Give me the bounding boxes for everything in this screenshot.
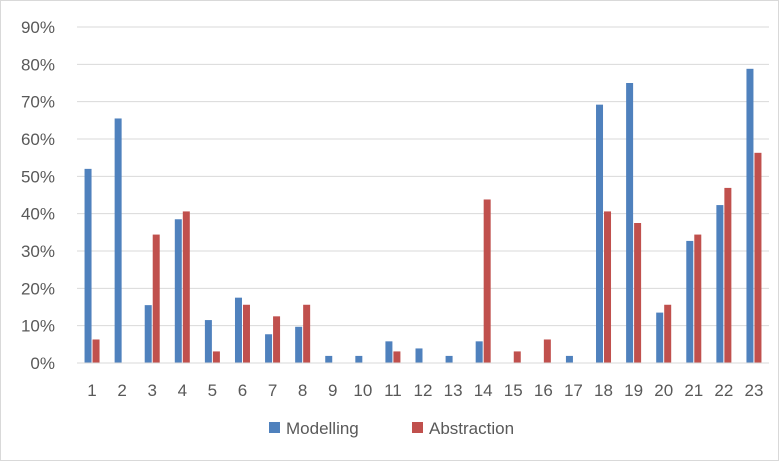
legend-swatch-abstraction bbox=[412, 422, 423, 433]
bar-abstraction-15 bbox=[513, 351, 521, 363]
y-tick-label: 80% bbox=[21, 55, 55, 74]
bar-abstraction-7 bbox=[273, 316, 281, 363]
bar-abstraction-18 bbox=[604, 211, 612, 363]
bar-modelling-14 bbox=[475, 341, 483, 363]
y-tick-label: 90% bbox=[21, 18, 55, 37]
bar-modelling-17 bbox=[565, 355, 573, 363]
x-tick-label: 10 bbox=[353, 381, 372, 400]
bar-abstraction-4 bbox=[182, 211, 190, 363]
bar-modelling-1 bbox=[84, 168, 92, 363]
bar-abstraction-11 bbox=[393, 351, 401, 363]
bar-abstraction-20 bbox=[664, 304, 672, 363]
bar-modelling-13 bbox=[445, 355, 453, 363]
y-tick-label: 60% bbox=[21, 130, 55, 149]
bar-abstraction-19 bbox=[634, 223, 642, 363]
x-tick-label: 22 bbox=[714, 381, 733, 400]
bar-abstraction-8 bbox=[303, 304, 311, 363]
bars bbox=[84, 68, 762, 364]
legend-label-abstraction: Abstraction bbox=[429, 419, 514, 438]
bar-abstraction-1 bbox=[92, 339, 100, 363]
bar-modelling-7 bbox=[265, 334, 273, 363]
x-tick-label: 7 bbox=[268, 381, 277, 400]
y-tick-label: 30% bbox=[21, 242, 55, 261]
bar-modelling-18 bbox=[596, 104, 604, 364]
x-tick-label: 20 bbox=[654, 381, 673, 400]
x-tick-label: 6 bbox=[238, 381, 247, 400]
y-tick-label: 50% bbox=[21, 167, 55, 186]
bar-modelling-3 bbox=[144, 305, 152, 363]
y-tick-label: 20% bbox=[21, 279, 55, 298]
legend: Modelling Abstraction bbox=[269, 419, 514, 438]
x-tick-label: 11 bbox=[384, 381, 402, 400]
bar-modelling-11 bbox=[385, 341, 393, 363]
gridlines bbox=[77, 26, 769, 327]
bar-abstraction-21 bbox=[694, 234, 702, 363]
x-tick-label: 3 bbox=[147, 381, 156, 400]
x-axis-tick-labels: 1 2 3 4 5 6 7 8 9 10 11 12 13 14 15 16 17 18 19 20 21 22 23 bbox=[87, 381, 763, 400]
y-tick-label: 10% bbox=[21, 317, 55, 336]
x-tick-label: 2 bbox=[117, 381, 126, 400]
bar-modelling-8 bbox=[295, 326, 303, 363]
bar-abstraction-14 bbox=[483, 199, 491, 363]
bar-modelling-10 bbox=[355, 355, 363, 363]
x-tick-label: 13 bbox=[444, 381, 463, 400]
bar-modelling-6 bbox=[234, 297, 242, 363]
bar-modelling-19 bbox=[626, 83, 634, 363]
y-tick-label: 40% bbox=[21, 205, 55, 224]
y-tick-label: 70% bbox=[21, 93, 55, 112]
x-tick-label: 17 bbox=[564, 381, 583, 400]
bar-abstraction-16 bbox=[543, 339, 551, 363]
bar-modelling-20 bbox=[656, 312, 664, 363]
legend-label-modelling: Modelling bbox=[286, 419, 359, 438]
bar-modelling-2 bbox=[114, 118, 122, 363]
x-tick-label: 5 bbox=[208, 381, 217, 400]
x-tick-label: 9 bbox=[328, 381, 337, 400]
bar-modelling-4 bbox=[174, 219, 182, 363]
bar-abstraction-5 bbox=[212, 351, 220, 363]
x-tick-label: 19 bbox=[624, 381, 643, 400]
x-tick-label: 1 bbox=[87, 381, 96, 400]
x-tick-label: 8 bbox=[298, 381, 307, 400]
bar-modelling-12 bbox=[415, 348, 423, 363]
bar-modelling-22 bbox=[716, 205, 724, 363]
legend-swatch-modelling bbox=[269, 422, 280, 433]
y-axis-tick-labels: 0% 10% 20% 30% 40% 50% 60% 70% 80% 90% bbox=[21, 18, 55, 373]
bar-abstraction-3 bbox=[152, 234, 160, 363]
bar-modelling-23 bbox=[746, 68, 754, 364]
x-tick-label: 15 bbox=[504, 381, 523, 400]
x-tick-label: 14 bbox=[474, 381, 493, 400]
bar-modelling-9 bbox=[325, 355, 333, 363]
x-tick-label: 16 bbox=[534, 381, 553, 400]
x-tick-label: 12 bbox=[414, 381, 433, 400]
x-tick-label: 4 bbox=[178, 381, 187, 400]
bar-abstraction-6 bbox=[242, 304, 250, 363]
x-tick-label: 18 bbox=[594, 381, 613, 400]
bar-modelling-21 bbox=[686, 240, 694, 363]
x-tick-label: 21 bbox=[684, 381, 703, 400]
x-tick-label: 23 bbox=[744, 381, 763, 400]
bar-abstraction-22 bbox=[724, 187, 732, 363]
bar-abstraction-23 bbox=[754, 152, 762, 363]
bar-modelling-5 bbox=[204, 320, 212, 363]
y-tick-label: 0% bbox=[30, 354, 55, 373]
